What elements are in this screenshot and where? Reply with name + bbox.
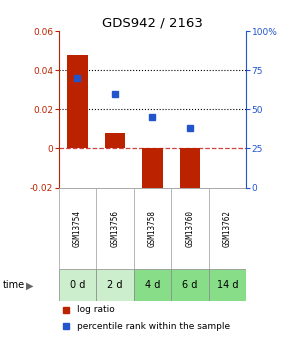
Bar [209, 269, 246, 301]
Text: GSM13756: GSM13756 [110, 210, 119, 247]
Bar [134, 269, 171, 301]
Bar [59, 269, 96, 301]
Bar [171, 269, 209, 301]
Text: 14 d: 14 d [217, 280, 238, 290]
Text: ▶: ▶ [25, 280, 33, 290]
Text: time: time [3, 280, 25, 290]
Text: 4 d: 4 d [145, 280, 160, 290]
Text: log ratio: log ratio [77, 305, 115, 314]
Text: GSM13760: GSM13760 [185, 210, 194, 247]
Title: GDS942 / 2163: GDS942 / 2163 [102, 17, 203, 30]
Text: 0 d: 0 d [70, 280, 85, 290]
Bar [142, 148, 163, 197]
Text: 6 d: 6 d [182, 280, 197, 290]
Bar [180, 148, 200, 201]
Text: GSM13762: GSM13762 [223, 210, 232, 247]
Bar [105, 133, 125, 148]
Text: GSM13758: GSM13758 [148, 210, 157, 247]
Text: GSM13754: GSM13754 [73, 210, 82, 247]
Text: 2 d: 2 d [107, 280, 122, 290]
Bar [67, 55, 88, 148]
Text: percentile rank within the sample: percentile rank within the sample [77, 322, 231, 331]
Bar [96, 269, 134, 301]
